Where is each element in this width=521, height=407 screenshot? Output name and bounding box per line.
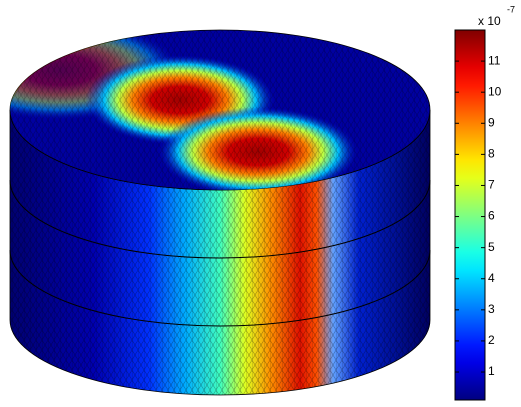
tick-label: 4 xyxy=(488,271,495,285)
colorbar-exponent-base: x 10 xyxy=(478,14,501,28)
cylinder xyxy=(9,29,431,396)
tick-label: 5 xyxy=(488,240,495,254)
tick-label: 6 xyxy=(488,209,495,223)
colorbar: 1 2 3 4 5 6 7 8 9 10 11 xyxy=(454,29,502,401)
tick-label: 9 xyxy=(488,115,495,129)
colorbar-exponent: -7 xyxy=(507,4,515,14)
tick-label: 11 xyxy=(488,53,501,67)
tick-label: 2 xyxy=(488,333,495,347)
tick-label: 7 xyxy=(488,178,495,192)
tick-label: 1 xyxy=(488,364,495,378)
tick-label: 3 xyxy=(488,302,495,316)
tick-label: 8 xyxy=(488,147,495,161)
tick-label: 10 xyxy=(488,84,502,98)
colorbar-scale xyxy=(454,29,486,401)
